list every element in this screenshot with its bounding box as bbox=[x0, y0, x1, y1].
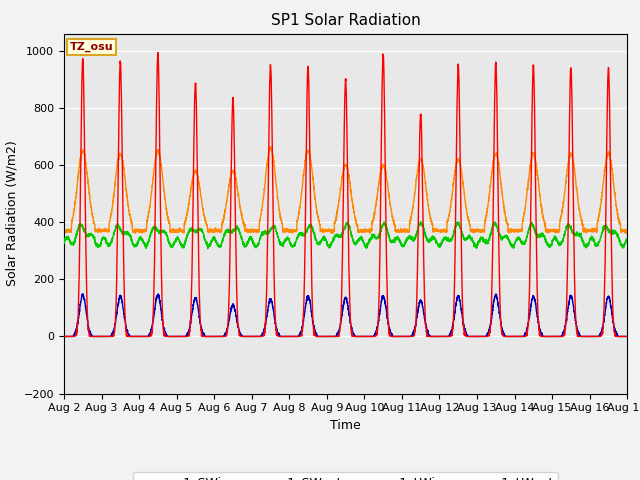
sp1_LWin bbox=[60, 240, 68, 246]
sp1_SWin bbox=[60, 334, 68, 339]
sp1_SWout bbox=[441, 334, 449, 339]
sp1_LWin bbox=[623, 236, 631, 242]
sp1_LWin bbox=[161, 229, 169, 235]
sp1_SWin bbox=[325, 334, 333, 339]
sp1_LWin bbox=[441, 235, 449, 240]
sp1_SWin bbox=[154, 50, 162, 56]
X-axis label: Time: Time bbox=[330, 419, 361, 432]
sp1_LWout bbox=[325, 228, 333, 233]
sp1_LWin bbox=[204, 246, 211, 252]
sp1_LWout bbox=[622, 230, 630, 236]
sp1_SWout bbox=[472, 334, 480, 339]
Legend: sp1_SWin, sp1_SWout, sp1_LWin, sp1_LWout: sp1_SWin, sp1_SWout, sp1_LWin, sp1_LWout bbox=[133, 472, 558, 480]
sp1_LWin bbox=[472, 243, 480, 249]
sp1_LWin bbox=[417, 219, 424, 225]
sp1_LWin bbox=[623, 236, 630, 242]
sp1_SWout bbox=[325, 334, 333, 339]
sp1_SWout bbox=[161, 330, 169, 336]
Line: sp1_LWout: sp1_LWout bbox=[64, 147, 627, 233]
sp1_SWin bbox=[161, 333, 169, 339]
sp1_LWout bbox=[441, 228, 449, 234]
sp1_SWout bbox=[623, 334, 631, 339]
Line: sp1_SWout: sp1_SWout bbox=[64, 294, 627, 336]
sp1_SWin bbox=[623, 334, 631, 339]
sp1_SWout bbox=[623, 334, 630, 339]
Line: sp1_LWin: sp1_LWin bbox=[64, 222, 627, 249]
sp1_SWout bbox=[504, 334, 511, 339]
sp1_SWin bbox=[472, 334, 480, 339]
sp1_LWout bbox=[266, 144, 274, 150]
Title: SP1 Solar Radiation: SP1 Solar Radiation bbox=[271, 13, 420, 28]
sp1_LWout bbox=[60, 228, 68, 233]
sp1_SWin bbox=[623, 334, 630, 339]
Line: sp1_SWin: sp1_SWin bbox=[64, 53, 627, 336]
sp1_SWout bbox=[60, 334, 68, 339]
sp1_LWout bbox=[623, 227, 631, 233]
sp1_LWin bbox=[325, 242, 333, 248]
sp1_LWout bbox=[504, 221, 511, 227]
sp1_SWin bbox=[441, 334, 449, 339]
sp1_LWout bbox=[161, 196, 169, 202]
sp1_LWin bbox=[504, 237, 512, 242]
Y-axis label: Solar Radiation (W/m2): Solar Radiation (W/m2) bbox=[5, 141, 18, 287]
Text: TZ_osu: TZ_osu bbox=[70, 42, 113, 52]
sp1_LWout bbox=[623, 229, 630, 235]
sp1_LWout bbox=[472, 229, 480, 235]
sp1_SWout bbox=[79, 291, 87, 297]
sp1_SWin bbox=[504, 334, 511, 339]
